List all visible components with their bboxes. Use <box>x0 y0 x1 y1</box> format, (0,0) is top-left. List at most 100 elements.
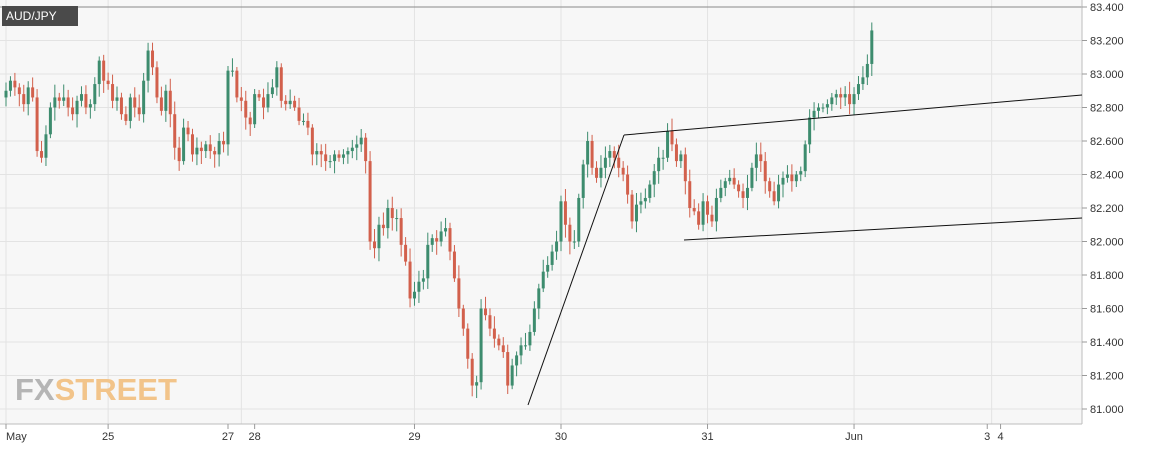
candle-body <box>137 107 141 115</box>
candle <box>435 230 439 255</box>
candle <box>270 79 274 98</box>
candle-body <box>106 80 110 85</box>
candle-body <box>8 80 12 91</box>
candle-body <box>785 174 789 178</box>
candle <box>159 86 163 116</box>
candle <box>865 54 869 86</box>
candle <box>470 353 474 397</box>
candle <box>40 140 44 163</box>
y-tick-label: 82.600 <box>1090 136 1124 148</box>
candle-body <box>66 97 70 108</box>
candle-body <box>373 241 377 249</box>
candle <box>821 103 825 113</box>
candle-body <box>213 151 217 155</box>
candle <box>612 146 616 169</box>
candle-body <box>808 117 812 145</box>
candle-body <box>617 157 621 168</box>
candle <box>768 177 772 198</box>
candle-body <box>723 181 727 188</box>
candle <box>830 92 834 111</box>
y-tick-label: 81.400 <box>1090 337 1124 349</box>
candle-body <box>865 63 869 78</box>
candle <box>79 86 83 107</box>
candle-body <box>270 87 274 95</box>
channel-lower-line <box>683 217 1083 241</box>
candle <box>599 155 603 188</box>
candle <box>732 168 736 189</box>
candle <box>164 84 168 122</box>
candle-body <box>88 104 92 108</box>
candle-body <box>634 204 638 222</box>
candle-body <box>559 201 563 242</box>
candle-body <box>355 144 359 148</box>
candlestick-series <box>4 22 874 399</box>
candle-body <box>22 94 26 105</box>
candle <box>190 128 194 162</box>
candle <box>17 83 21 107</box>
candle-body <box>821 107 825 109</box>
candle-body <box>834 94 838 98</box>
candle-body <box>79 94 83 101</box>
candle-body <box>412 291 416 299</box>
candle <box>870 22 874 77</box>
candle-body <box>484 308 488 316</box>
x-tick-label: 29 <box>408 431 420 443</box>
candle <box>262 88 266 120</box>
x-tick-label: 28 <box>249 431 261 443</box>
candle <box>479 299 483 390</box>
candle <box>537 283 541 320</box>
candle <box>661 149 665 170</box>
candle <box>75 95 79 128</box>
candle-body <box>777 184 781 202</box>
candle <box>48 102 52 139</box>
candle-body <box>621 167 625 175</box>
candle-body <box>377 224 381 249</box>
candle <box>639 192 643 214</box>
candle-body <box>262 97 266 108</box>
candle <box>728 169 732 185</box>
candle <box>97 56 101 97</box>
candle <box>417 270 421 303</box>
x-tick-label: Jun <box>845 431 863 443</box>
candle <box>310 124 314 166</box>
candle-body <box>44 134 48 158</box>
symbol-label: AUD/JPY <box>2 6 78 26</box>
candle <box>781 171 785 198</box>
candle <box>706 195 710 224</box>
candle-body <box>812 110 816 118</box>
candle-body <box>53 97 57 108</box>
candle <box>492 316 496 348</box>
x-tick-label: 30 <box>555 431 567 443</box>
candle-body <box>164 90 168 111</box>
candle-body <box>497 338 501 346</box>
candle <box>84 85 88 115</box>
candle-body <box>648 184 652 198</box>
candle-body <box>555 241 559 252</box>
candle <box>852 87 856 115</box>
candle-body <box>643 197 647 202</box>
candle-body <box>426 244 430 279</box>
candle-body <box>266 94 270 108</box>
candle-body <box>794 174 798 182</box>
candle-body <box>253 94 257 125</box>
candle-body <box>510 365 514 386</box>
candle <box>333 150 337 174</box>
candle <box>839 87 843 110</box>
candle <box>572 230 576 249</box>
candle <box>621 161 625 182</box>
candle-body <box>550 251 554 265</box>
candle <box>688 169 692 218</box>
candle-body <box>408 261 412 299</box>
candle-body <box>230 70 234 72</box>
candle-body <box>710 214 714 222</box>
candle <box>683 147 687 195</box>
candle <box>337 150 341 162</box>
candle-body <box>741 191 745 198</box>
candle <box>53 84 57 121</box>
candle-body <box>581 164 585 198</box>
candle-body <box>825 104 829 108</box>
candle-body <box>470 358 474 386</box>
candle <box>421 269 425 290</box>
candle-body <box>532 308 536 332</box>
